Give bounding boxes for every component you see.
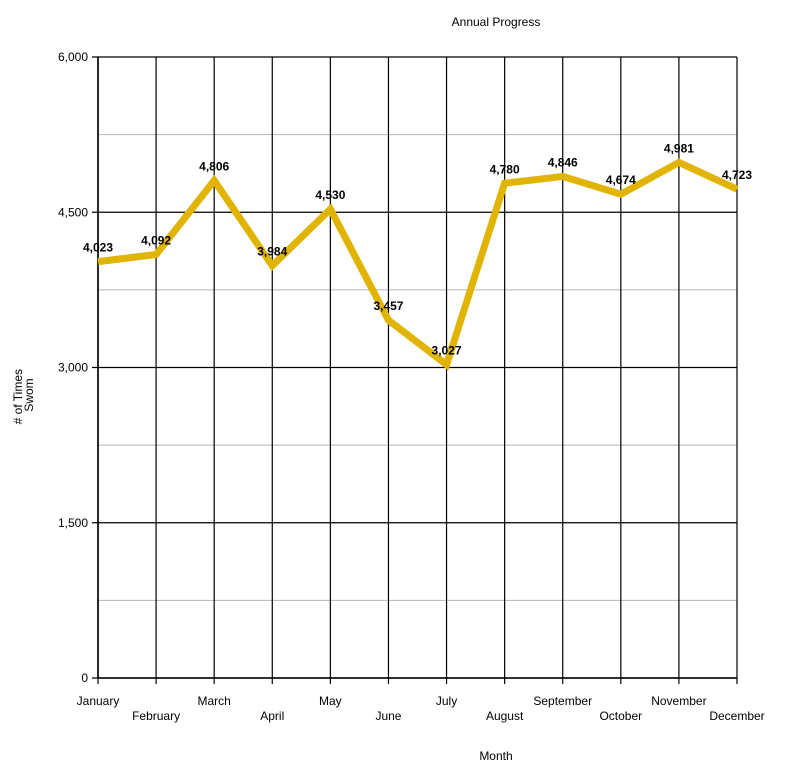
grid — [92, 56, 738, 684]
data-labels: 4,023 4,092 4,806 3,984 4,530 3,457 3,027 4,780… — [83, 141, 752, 357]
y-axis-ticks: 0 1,500 3,000 4,500 6,000 — [58, 50, 88, 685]
data-label: 4,981 — [664, 141, 694, 155]
y-tick-label: 4,500 — [58, 205, 88, 219]
x-tick-label: November — [651, 694, 706, 708]
x-tick-label: April — [260, 709, 284, 723]
x-tick-label: December — [709, 709, 764, 723]
data-point — [736, 188, 738, 190]
chart-title: Annual Progress — [452, 15, 541, 29]
x-tick-label: February — [132, 709, 180, 723]
data-label: 4,780 — [490, 162, 520, 176]
data-point — [620, 193, 622, 195]
x-axis-ticks: January February March April May June July Augu… — [77, 694, 765, 723]
data-label: 3,457 — [373, 299, 403, 313]
y-axis-title: # of Times Swom — [11, 366, 36, 425]
x-tick-label: January — [77, 694, 120, 708]
y-tick-label: 3,000 — [58, 361, 88, 375]
data-point — [329, 208, 331, 210]
data-point — [678, 161, 680, 163]
data-point — [97, 261, 99, 263]
data-point — [446, 364, 448, 366]
data-label: 4,806 — [199, 160, 229, 174]
y-axis-title-line2: Swom — [22, 378, 36, 411]
data-label: 4,530 — [315, 188, 345, 202]
data-point — [271, 265, 273, 267]
data-label: 4,092 — [141, 233, 171, 247]
data-label: 4,023 — [83, 241, 113, 255]
x-tick-label: September — [533, 694, 592, 708]
y-tick-label: 0 — [81, 671, 88, 685]
y-axis-title-line1: # of Times — [11, 369, 25, 424]
data-point — [504, 182, 506, 184]
data-point — [387, 319, 389, 321]
x-tick-label: July — [436, 694, 457, 708]
data-label: 4,846 — [548, 155, 578, 169]
y-tick-label: 6,000 — [58, 50, 88, 64]
data-label: 4,723 — [722, 168, 752, 182]
x-tick-label: May — [319, 694, 342, 708]
x-tick-label: October — [599, 709, 642, 723]
data-point — [213, 180, 215, 182]
y-tick-label: 1,500 — [58, 516, 88, 530]
data-label: 3,027 — [432, 344, 462, 358]
x-tick-label: June — [375, 709, 401, 723]
data-label: 4,674 — [606, 173, 636, 187]
data-label: 3,984 — [257, 245, 287, 259]
series-group — [97, 158, 739, 371]
data-point — [155, 253, 157, 255]
x-axis-title: Month — [479, 749, 512, 763]
data-point — [562, 175, 564, 177]
x-tick-label: March — [198, 694, 231, 708]
x-tick-label: August — [486, 709, 524, 723]
series-line — [97, 158, 739, 371]
